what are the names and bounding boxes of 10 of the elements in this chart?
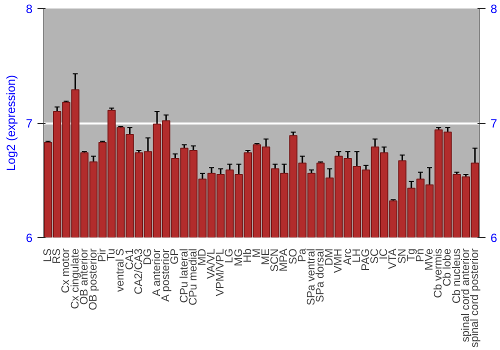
y2-tick-label: 6 — [490, 231, 498, 245]
y-tick-label: 8 — [26, 2, 33, 16]
x-tick-label: RS — [51, 248, 64, 264]
y-tick-label: 7 — [26, 116, 33, 130]
y2-tick-label: 7 — [490, 116, 498, 130]
x-tick-label: DG — [142, 248, 154, 265]
y-tick-label: 6 — [26, 231, 33, 245]
y-axis-title: Log2 (expression) — [4, 74, 18, 172]
x-tick-label: CPu medial — [187, 248, 200, 306]
y2-tick-label: 8 — [490, 2, 498, 16]
